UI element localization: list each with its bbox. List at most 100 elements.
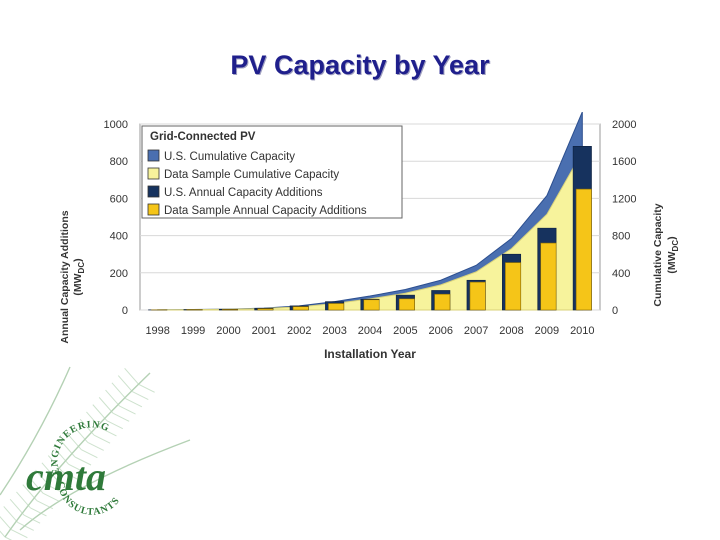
fern-leaf — [81, 449, 98, 459]
x-tick-label: 2009 — [535, 325, 559, 337]
fern-leaf — [3, 506, 19, 523]
x-tick-label: 2000 — [216, 325, 240, 337]
y2-tick-label: 800 — [612, 231, 630, 243]
legend-box — [141, 125, 403, 219]
legend-swatch — [147, 185, 160, 198]
fern-leaf — [4, 536, 13, 540]
fern-leaf — [125, 398, 143, 408]
x-tick-label: 2003 — [322, 325, 346, 337]
legend-label: Data Sample Cumulative Capacity — [164, 169, 339, 181]
fern-leaf — [66, 433, 82, 451]
fern-leaf — [9, 498, 25, 516]
chart: 0 200 400 600 800 1000 0 400 800 1200 1600 2000 1998… — [59, 112, 680, 361]
fern-leaf — [132, 391, 149, 400]
legend-label: Data Sample Annual Capacity Additions — [164, 205, 367, 217]
y-tick-label: 1000 — [104, 119, 128, 131]
fern-leaf — [106, 420, 124, 430]
fern-leaf — [105, 389, 120, 407]
fern-leaf — [60, 440, 76, 458]
fern-leaf — [49, 485, 66, 495]
fern-leaf — [92, 404, 108, 421]
sample-annual-bar — [434, 293, 451, 311]
chart-title: Grid-Connected PV — [150, 131, 256, 143]
fern-leaf — [112, 412, 130, 422]
y2-tick-label: 2000 — [612, 119, 636, 131]
y-tick-label: 0 — [122, 305, 128, 317]
x-tick-label: 2002 — [287, 325, 311, 337]
fern-leaf — [0, 515, 12, 531]
sample-annual-bar — [221, 309, 238, 311]
x-tick-label: 2004 — [358, 325, 382, 337]
fern-leaf — [93, 434, 111, 444]
y2-tick-label: 1600 — [612, 156, 636, 168]
fern-leaf — [100, 427, 117, 437]
fern-leaf — [124, 367, 140, 385]
annual-bars — [148, 146, 592, 311]
sample-annual-bar — [292, 306, 309, 311]
fern-leaf — [117, 375, 133, 392]
x-tick-label: 2005 — [393, 325, 417, 337]
fern-leaf — [23, 514, 41, 524]
x-tick-label: 2007 — [464, 325, 488, 337]
legend-label: U.S. Cumulative Capacity — [164, 151, 295, 163]
y2-axis-label-line1: Cumulative Capacity — [652, 203, 664, 306]
fern-leaf — [74, 456, 92, 466]
fern-leaf — [35, 469, 50, 487]
y2-tick-label: 400 — [612, 268, 630, 280]
fern-leaf — [28, 477, 44, 494]
fern-leaf — [55, 478, 73, 488]
fern-leaf — [98, 397, 114, 414]
y-tick-label: 200 — [110, 268, 128, 280]
fern-watermark — [0, 366, 191, 540]
fern-leaf — [73, 426, 89, 443]
cmta-logo: ENGINEERING CONSULTANTS cmta — [26, 419, 121, 518]
y2-axis-label-line2: (MWDC) — [666, 236, 680, 273]
fern-leaf — [68, 463, 85, 473]
legend-label: U.S. Annual Capacity Additions — [164, 187, 323, 199]
fern-leaf — [30, 507, 47, 517]
x-tick-label: 1998 — [145, 325, 169, 337]
sample-annual-bar — [363, 299, 380, 311]
sample-annual-bar — [469, 281, 486, 311]
slide-title: PV Capacity by Year — [230, 50, 490, 80]
y-axis-label-line2: (MWDC) — [72, 258, 86, 295]
y2-tick-label: 0 — [612, 305, 618, 317]
fern-leaf — [17, 522, 34, 531]
fern-leaf — [111, 382, 127, 400]
fern-leaf — [41, 462, 57, 480]
fern-leaf — [138, 383, 155, 393]
legend-swatch — [147, 149, 160, 162]
sample-annual-bar — [505, 262, 522, 311]
logo-wordmark: cmta — [26, 454, 106, 499]
fern-leaf — [11, 529, 28, 539]
sample-annual-bar — [398, 298, 415, 311]
x-axis-label: Installation Year — [324, 347, 416, 361]
x-tick-label: 2010 — [570, 325, 594, 337]
fern-leaf — [62, 471, 79, 480]
legend-swatch — [147, 203, 160, 216]
chart-legend: Grid-Connected PV U.S. Cumulative Capacit… — [141, 125, 403, 219]
y-axis-label-line1: Annual Capacity Additions — [59, 210, 71, 343]
sample-annual-bar — [328, 303, 345, 311]
fern-leaf — [22, 484, 38, 501]
sample-annual-bar — [257, 308, 274, 311]
y-tick-label: 400 — [110, 231, 128, 243]
sample-annual-bar — [540, 242, 557, 311]
y-tick-label: 600 — [110, 193, 128, 205]
fern-leaf — [16, 491, 31, 509]
fern-leaf — [87, 442, 104, 451]
x-tick-label: 2006 — [429, 325, 453, 337]
fern-leaf — [47, 455, 63, 472]
fern-leaf — [86, 411, 101, 429]
y-tick-label: 800 — [110, 156, 128, 168]
x-tick-label: 1999 — [181, 325, 205, 337]
fern-leaf — [0, 530, 6, 538]
sample-annual-bar — [575, 188, 592, 311]
fern-leaf — [54, 447, 70, 465]
fern-leaf — [79, 418, 95, 436]
x-tick-label: 2008 — [499, 325, 523, 337]
x-tick-label: 2001 — [252, 325, 276, 337]
fern-leaf — [42, 492, 60, 502]
y2-tick-label: 1200 — [612, 193, 636, 205]
fern-leaf — [119, 405, 136, 415]
